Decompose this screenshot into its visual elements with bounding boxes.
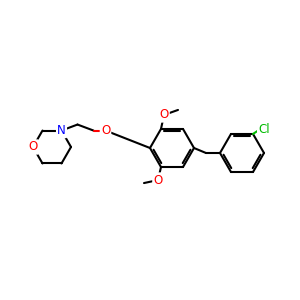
Text: O: O bbox=[153, 174, 163, 187]
Text: O: O bbox=[28, 140, 38, 154]
Text: O: O bbox=[101, 124, 110, 137]
Text: Cl: Cl bbox=[258, 123, 270, 136]
Text: N: N bbox=[57, 124, 66, 137]
Text: O: O bbox=[159, 108, 169, 122]
